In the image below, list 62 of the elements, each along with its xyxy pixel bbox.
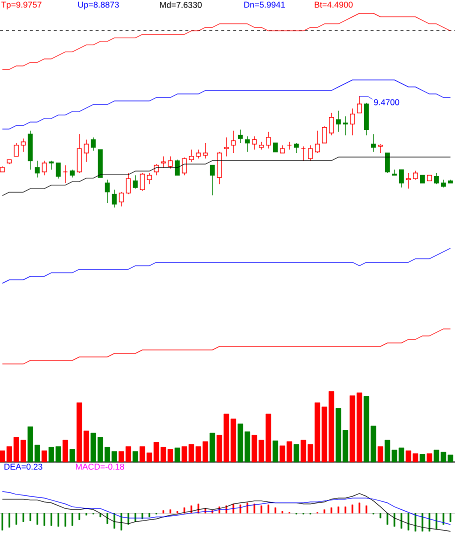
text: DEA=0.23 bbox=[4, 464, 42, 470]
text: Md=7.6330 bbox=[160, 2, 202, 8]
candlestick bbox=[294, 142, 299, 154]
candlestick bbox=[34, 160, 40, 178]
candlestick bbox=[314, 130, 320, 154]
bar bbox=[426, 453, 432, 462]
bar bbox=[62, 440, 68, 462]
candlestick bbox=[230, 130, 236, 154]
bar bbox=[174, 448, 180, 462]
candlestick bbox=[238, 129, 243, 144]
candlestick bbox=[384, 152, 390, 174]
candlestick bbox=[370, 134, 376, 152]
candlestick bbox=[104, 179, 110, 204]
candlestick bbox=[14, 142, 19, 157]
bar bbox=[420, 454, 426, 462]
candlestick bbox=[356, 96, 362, 114]
candlestick bbox=[42, 160, 47, 176]
candlestick bbox=[84, 139, 89, 162]
candlestick bbox=[188, 149, 194, 162]
bar bbox=[378, 446, 384, 462]
candlestick bbox=[266, 132, 271, 149]
candlestick bbox=[202, 142, 208, 159]
candlestick bbox=[434, 172, 439, 184]
candlestick bbox=[398, 169, 404, 188]
candlestick bbox=[160, 156, 166, 168]
candlestick bbox=[154, 164, 159, 176]
candlestick bbox=[90, 137, 96, 152]
text: Tp=9.9757 bbox=[1, 2, 42, 10]
bar bbox=[132, 451, 138, 462]
text: MACD=-0.18 bbox=[76, 464, 124, 470]
text: Up=8.8873 bbox=[78, 2, 119, 10]
candlestick bbox=[224, 137, 229, 157]
candlestick bbox=[56, 162, 61, 179]
candlestick bbox=[140, 172, 145, 192]
candlestick bbox=[112, 189, 117, 208]
annotation: 9.4700 bbox=[374, 99, 400, 106]
bar bbox=[42, 450, 48, 462]
text: Dn=5.9941 bbox=[244, 2, 285, 8]
candlestick bbox=[336, 110, 341, 132]
candlestick bbox=[168, 156, 173, 169]
candlestick bbox=[244, 136, 250, 152]
candlestick bbox=[126, 172, 131, 195]
bar bbox=[70, 449, 76, 462]
candlestick bbox=[342, 116, 348, 136]
candlestick bbox=[252, 136, 257, 150]
candlestick bbox=[350, 108, 355, 136]
candlestick bbox=[210, 164, 215, 196]
candlestick bbox=[328, 112, 334, 136]
candlestick bbox=[118, 192, 124, 207]
candlestick bbox=[146, 172, 152, 184]
bar bbox=[210, 432, 216, 462]
candlestick bbox=[20, 138, 26, 152]
text: Bt=4.4900 bbox=[314, 2, 353, 8]
candlestick bbox=[132, 174, 138, 189]
candlestick bbox=[182, 157, 187, 176]
candlestick bbox=[174, 159, 180, 176]
candlestick bbox=[76, 134, 82, 174]
candlestick bbox=[322, 126, 327, 144]
candlestick bbox=[406, 172, 411, 189]
bar bbox=[272, 440, 278, 462]
bar bbox=[294, 444, 300, 462]
candlestick bbox=[308, 144, 313, 162]
